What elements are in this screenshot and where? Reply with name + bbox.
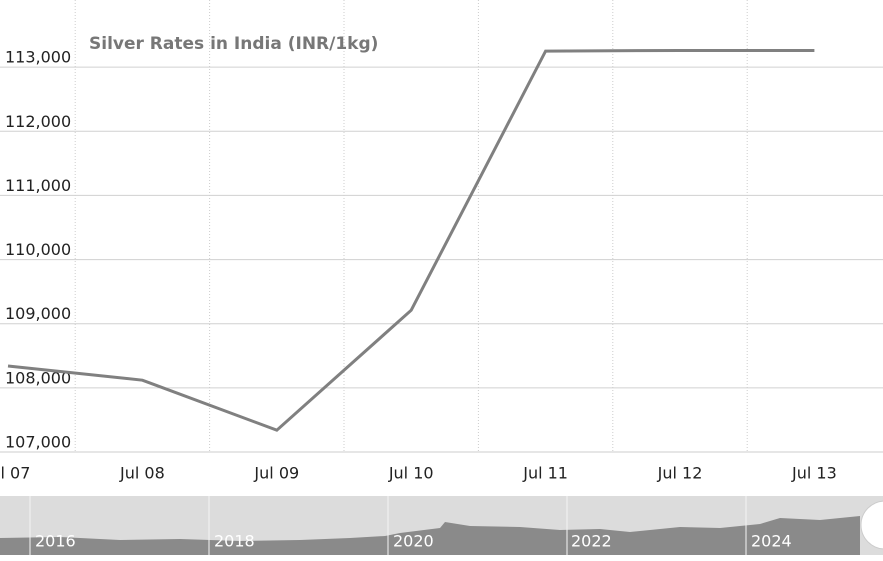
navigator-year-label: 2020 — [393, 532, 434, 551]
x-tick-label: Jul 12 — [657, 464, 703, 483]
y-tick-label: 108,000 — [5, 368, 71, 387]
line-series — [7, 48, 815, 432]
x-tick-label: Jul 09 — [253, 464, 299, 483]
x-tick-label: Jul 13 — [791, 464, 837, 483]
y-tick-label: 112,000 — [5, 112, 71, 131]
navigator: 2016 2018 2020 2022 2024 — [0, 496, 883, 555]
x-tick-label: Jul 08 — [119, 464, 165, 483]
navigator-area — [0, 516, 860, 555]
navigator-year-label: 2016 — [35, 532, 76, 551]
navigator-year-label: 2024 — [751, 532, 792, 551]
y-tick-label: 111,000 — [5, 176, 71, 195]
y-tick-label: 107,000 — [5, 433, 71, 452]
navigator-year-label: 2018 — [214, 532, 255, 551]
navigator-handle[interactable] — [860, 500, 883, 550]
y-tick-label: 109,000 — [5, 304, 71, 323]
y-tick-label: 113,000 — [5, 48, 71, 67]
y-tick-label: 110,000 — [5, 240, 71, 259]
navigator-year-label: 2022 — [571, 532, 612, 551]
x-tick-label: Jul 11 — [522, 464, 568, 483]
chart-title: Silver Rates in India (INR/1kg) — [89, 34, 378, 54]
x-tick-label: Jul 10 — [388, 464, 434, 483]
x-tick-label: Jul 07 — [0, 464, 30, 483]
